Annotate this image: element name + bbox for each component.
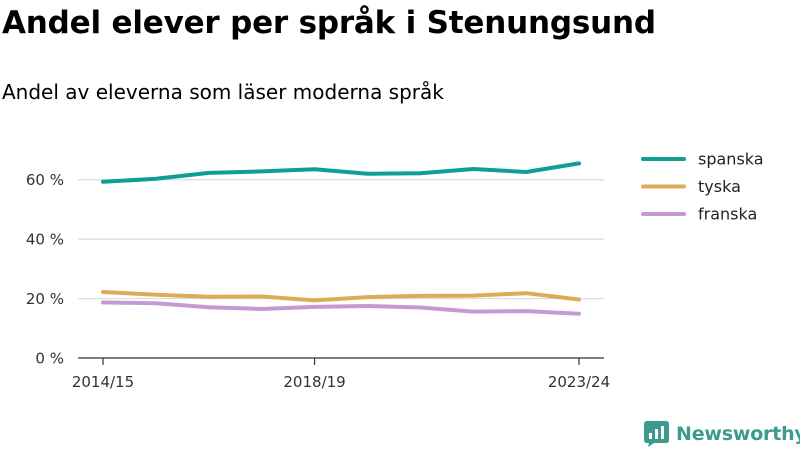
legend: spanska tyska franska	[641, 150, 764, 224]
series-line-franska	[101, 300, 581, 316]
newsworthy-logo: Newsworthy	[644, 421, 800, 447]
x-tick-label: 2023/24	[548, 373, 610, 391]
newsworthy-logo-icon	[644, 421, 669, 447]
x-tick-label: 2014/15	[72, 373, 134, 391]
series-lines	[101, 161, 581, 316]
legend-label-franska: franska	[698, 205, 757, 224]
legend-label-tyska: tyska	[698, 177, 741, 196]
chart-subtitle: Andel av eleverna som läser moderna språ…	[2, 80, 444, 104]
x-tick-label: 2018/19	[283, 373, 345, 391]
series-line-tyska	[101, 290, 581, 303]
y-tick-label: 20 %	[26, 290, 64, 308]
legend-label-spanska: spanska	[698, 150, 764, 169]
x-axis: 2014/15 2018/19 2023/24	[72, 357, 610, 391]
gridlines	[78, 179, 604, 300]
y-tick-label: 0 %	[35, 350, 64, 368]
chart-title: Andel elever per språk i Stenungsund	[2, 5, 656, 41]
series-line-spanska	[101, 161, 581, 184]
y-axis: 0 % 20 % 40 % 60 %	[26, 171, 64, 367]
y-tick-label: 60 %	[26, 171, 64, 189]
logo-text: Newsworthy	[676, 423, 800, 445]
y-tick-label: 40 %	[26, 231, 64, 249]
